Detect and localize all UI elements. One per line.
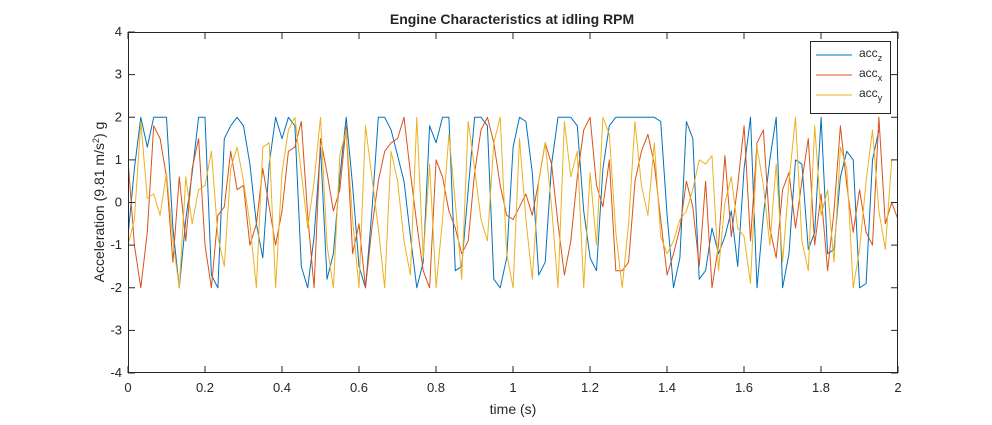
y-tick-label: 1 (115, 152, 122, 167)
x-tick-label: 0 (124, 380, 131, 395)
y-tick-label: -2 (110, 280, 122, 295)
series-line-acc-z (128, 116, 880, 289)
y-axis-label-suffix: ) g (91, 122, 107, 138)
legend-label-acc-x: accx (859, 66, 883, 83)
x-axis-label: time (s) (490, 401, 537, 417)
y-axis-label-superscript: 2 (91, 138, 101, 143)
x-tick-label: 0.6 (350, 380, 368, 395)
plot-area-frame (128, 32, 898, 373)
y-axis: 4 3 2 1 0 -1 -2 -3 -4 (110, 24, 898, 380)
legend-box (810, 41, 891, 114)
chart-title: Engine Characteristics at idling RPM (390, 11, 634, 27)
legend-label-acc-y: accy (859, 86, 883, 103)
y-tick-label: 0 (115, 195, 122, 210)
legend[interactable]: accz accx accy (810, 41, 891, 114)
y-tick-label: -4 (110, 365, 122, 380)
y-tick-label: -1 (110, 237, 122, 252)
x-tick-label: 0.8 (427, 380, 445, 395)
series-line-acc-y (128, 116, 893, 289)
y-tick-label: 4 (115, 24, 122, 39)
y-tick-label: -3 (110, 322, 122, 337)
x-tick-label: 0.4 (273, 380, 291, 395)
x-tick-label: 0.2 (196, 380, 214, 395)
x-tick-label: 1.6 (735, 380, 753, 395)
x-tick-label: 1.2 (581, 380, 599, 395)
y-tick-label: 3 (115, 67, 122, 82)
y-tick-label: 2 (115, 109, 122, 124)
x-tick-label: 2 (894, 380, 901, 395)
x-tick-label: 1 (509, 380, 516, 395)
legend-label-acc-z: accz (859, 46, 883, 63)
y-axis-label-prefix: Acceleration (9.81 m/s (91, 143, 107, 282)
x-tick-label: 1.4 (658, 380, 676, 395)
x-axis: 0 0.2 0.4 0.6 0.8 1 1.2 1.4 1.6 1.8 2 (124, 32, 902, 395)
x-tick-label: 1.8 (812, 380, 830, 395)
series-group (128, 116, 898, 289)
y-axis-label: Acceleration (9.81 m/s2) g (91, 122, 107, 283)
series-line-acc-x (128, 116, 898, 289)
